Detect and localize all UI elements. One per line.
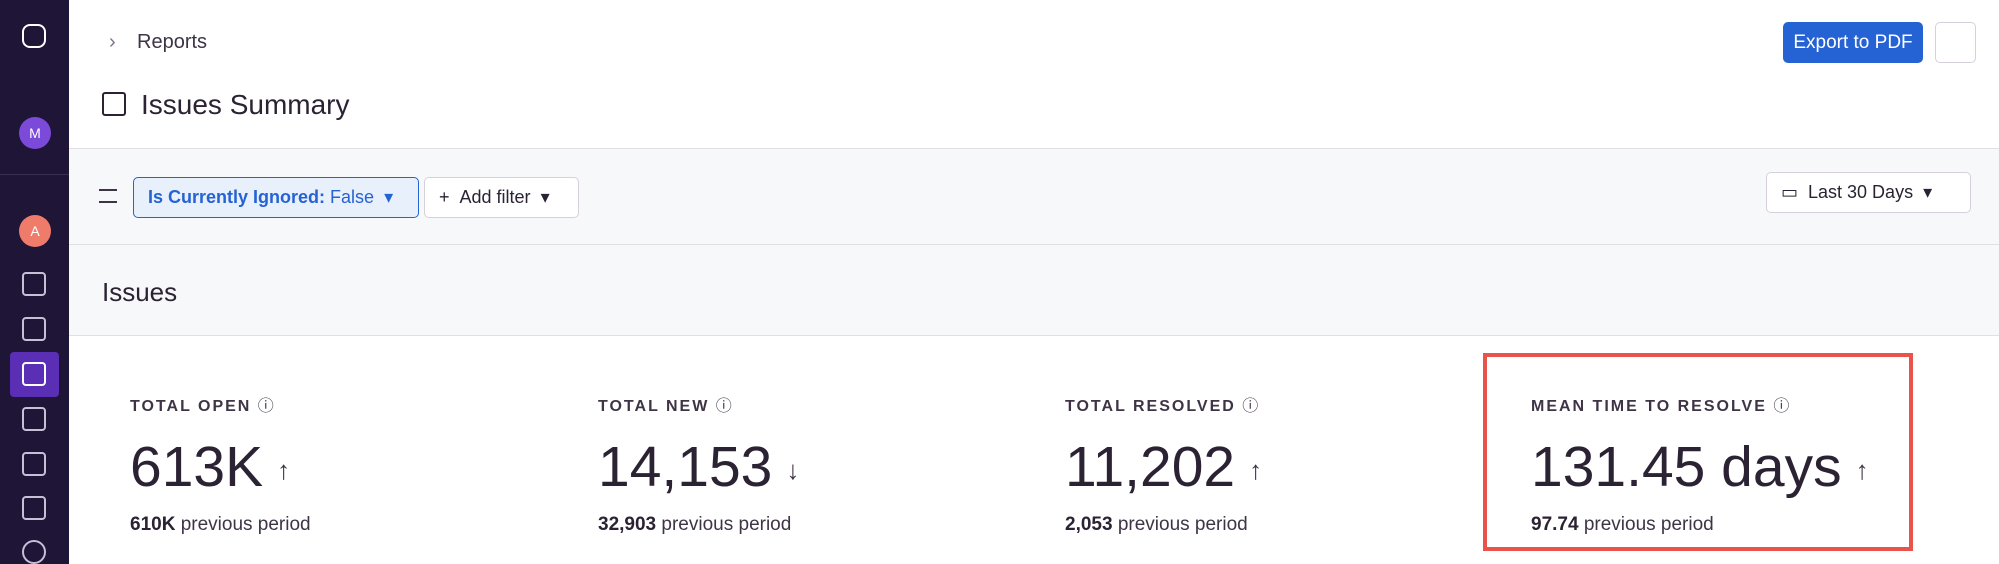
- metric-label-row: TOTAL OPEN ⓘ: [130, 392, 311, 416]
- filter-value: False: [330, 187, 375, 207]
- page-title: Issues Summary: [141, 89, 350, 120]
- nav-tree[interactable]: [22, 407, 46, 431]
- metric-label-row: TOTAL RESOLVED ⓘ: [1065, 392, 1262, 416]
- metric-card: TOTAL OPEN ⓘ 613K ↑ 610K previous period: [130, 392, 311, 536]
- metric-label: TOTAL RESOLVED: [1065, 398, 1236, 415]
- add-filter[interactable]: + Add filter ▾: [424, 177, 579, 218]
- filter-key: Is Currently Ignored:: [148, 187, 326, 207]
- main: Reports Issues Summary Export to PDF Is …: [69, 0, 1999, 564]
- trend-arrow: ↑: [1249, 455, 1263, 486]
- previous-value: 610K: [130, 514, 176, 535]
- metric-value-row: 613K ↑: [130, 434, 311, 500]
- metric-card: MEAN TIME TO RESOLVE ⓘ 131.45 days ↑ 97.74 …: [1531, 392, 1869, 536]
- nav-team[interactable]: [22, 496, 46, 520]
- filter-chip[interactable]: Is Currently Ignored: False ▾: [133, 177, 419, 218]
- previous-value: 32,903: [598, 514, 657, 535]
- export-button[interactable]: Export to PDF: [1783, 22, 1923, 63]
- metric-card: TOTAL RESOLVED ⓘ 11,202 ↑ 2,053 previous pe…: [1065, 392, 1262, 536]
- metric-label-row: TOTAL NEW ⓘ: [598, 392, 799, 416]
- metric-label: TOTAL NEW: [598, 398, 710, 415]
- user-avatar[interactable]: M: [19, 117, 51, 149]
- help-icon[interactable]: ⓘ: [1766, 398, 1792, 415]
- title-icon: [102, 92, 126, 116]
- nav-integrations[interactable]: [22, 452, 46, 476]
- nav-home[interactable]: [22, 272, 46, 296]
- filter-icon: [99, 189, 117, 203]
- highlight-box: [1483, 353, 1913, 551]
- previous-label: previous period: [180, 514, 311, 535]
- metric-value-row: 14,153 ↓: [598, 434, 799, 500]
- trend-arrow: ↑: [277, 455, 291, 486]
- metric-label-row: MEAN TIME TO RESOLVE ⓘ: [1531, 392, 1869, 416]
- copy-link-button[interactable]: [1935, 22, 1976, 63]
- sidebar: M A: [0, 0, 69, 564]
- previous-label: previous period: [1583, 514, 1714, 535]
- metric-value: 131.45 days: [1531, 435, 1842, 499]
- metric-card: TOTAL NEW ⓘ 14,153 ↓ 32,903 previous period: [598, 392, 799, 536]
- date-range-label: Last 30 Days: [1808, 182, 1914, 202]
- add-filter-label: Add filter: [459, 187, 531, 207]
- metric-value: 11,202: [1065, 435, 1236, 499]
- filter-bar: Is Currently Ignored: False ▾ + Add filt…: [69, 148, 1999, 245]
- metric-value-row: 11,202 ↑: [1065, 434, 1262, 500]
- date-range[interactable]: ▭ Last 30 Days ▾: [1766, 172, 1971, 213]
- trend-arrow: ↑: [1855, 455, 1869, 486]
- metric-previous: 32,903 previous period: [598, 514, 799, 536]
- org-avatar[interactable]: A: [19, 215, 51, 247]
- metric-previous: 97.74 previous period: [1531, 514, 1869, 536]
- help-icon[interactable]: ⓘ: [251, 398, 276, 415]
- metric-value: 14,153: [598, 435, 773, 499]
- metric-value-row: 131.45 days ↑: [1531, 434, 1869, 500]
- metric-previous: 2,053 previous period: [1065, 514, 1262, 536]
- metric-previous: 610K previous period: [130, 514, 311, 536]
- section-header: Issues: [69, 245, 1999, 336]
- previous-label: previous period: [1117, 514, 1248, 535]
- trend-arrow: ↓: [786, 455, 800, 486]
- nav-reports-active[interactable]: [10, 352, 59, 397]
- previous-label: previous period: [661, 514, 792, 535]
- previous-value: 97.74: [1531, 514, 1579, 535]
- breadcrumb[interactable]: Reports: [109, 31, 207, 54]
- metric-value: 613K: [130, 435, 264, 499]
- nav-reports[interactable]: [22, 362, 46, 386]
- metric-label: TOTAL OPEN: [130, 398, 252, 415]
- section-title: Issues: [102, 277, 178, 307]
- nav-issues[interactable]: [22, 317, 46, 341]
- nav-settings[interactable]: [22, 540, 46, 564]
- help-icon[interactable]: ⓘ: [709, 398, 734, 415]
- metric-label: MEAN TIME TO RESOLVE: [1531, 398, 1767, 415]
- previous-value: 2,053: [1065, 514, 1113, 535]
- help-icon[interactable]: ⓘ: [1235, 398, 1261, 415]
- logo: [22, 24, 46, 48]
